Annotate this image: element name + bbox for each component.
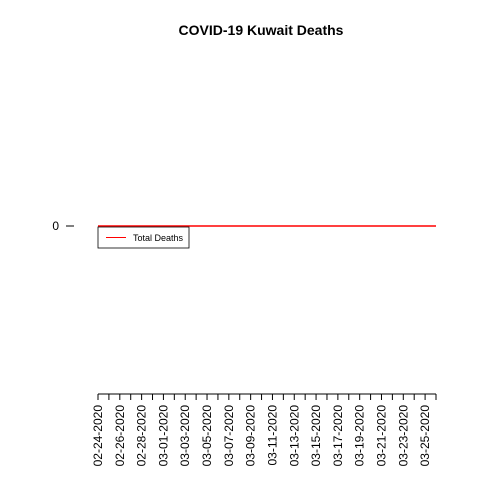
x-tick-label: 03-13-2020 <box>287 405 301 467</box>
x-tick-label: 03-01-2020 <box>156 405 170 467</box>
y-tick-label: 0 <box>52 219 59 233</box>
x-tick-label: 03-19-2020 <box>353 405 367 467</box>
legend-box <box>97 226 190 249</box>
legend: Total Deaths <box>97 226 190 249</box>
y-axis: 0 <box>52 219 74 233</box>
x-tick-label: 03-23-2020 <box>396 405 410 467</box>
x-axis: 02-24-2020 02-26-2020 02-28-2020 03-01-2020… <box>91 393 437 467</box>
x-tick-label: 02-24-2020 <box>91 405 105 467</box>
x-tick-label: 03-07-2020 <box>222 405 236 467</box>
x-tick-label: 03-11-2020 <box>265 405 279 466</box>
x-tick-label: 03-05-2020 <box>200 405 214 467</box>
x-tick-label: 03-09-2020 <box>244 405 258 467</box>
legend-label-total-deaths: Total Deaths <box>133 233 184 243</box>
x-tick-label: 02-28-2020 <box>135 405 149 467</box>
x-tick-label: 03-15-2020 <box>309 405 323 467</box>
x-tick-label: 02-26-2020 <box>113 405 127 467</box>
chart-title: COVID-19 Kuwait Deaths <box>179 22 344 38</box>
x-tick-label: 03-03-2020 <box>178 405 192 467</box>
x-tick-label: 03-25-2020 <box>418 405 432 467</box>
x-tick-label: 03-17-2020 <box>331 405 345 467</box>
x-tick-label: 03-21-2020 <box>374 405 388 467</box>
